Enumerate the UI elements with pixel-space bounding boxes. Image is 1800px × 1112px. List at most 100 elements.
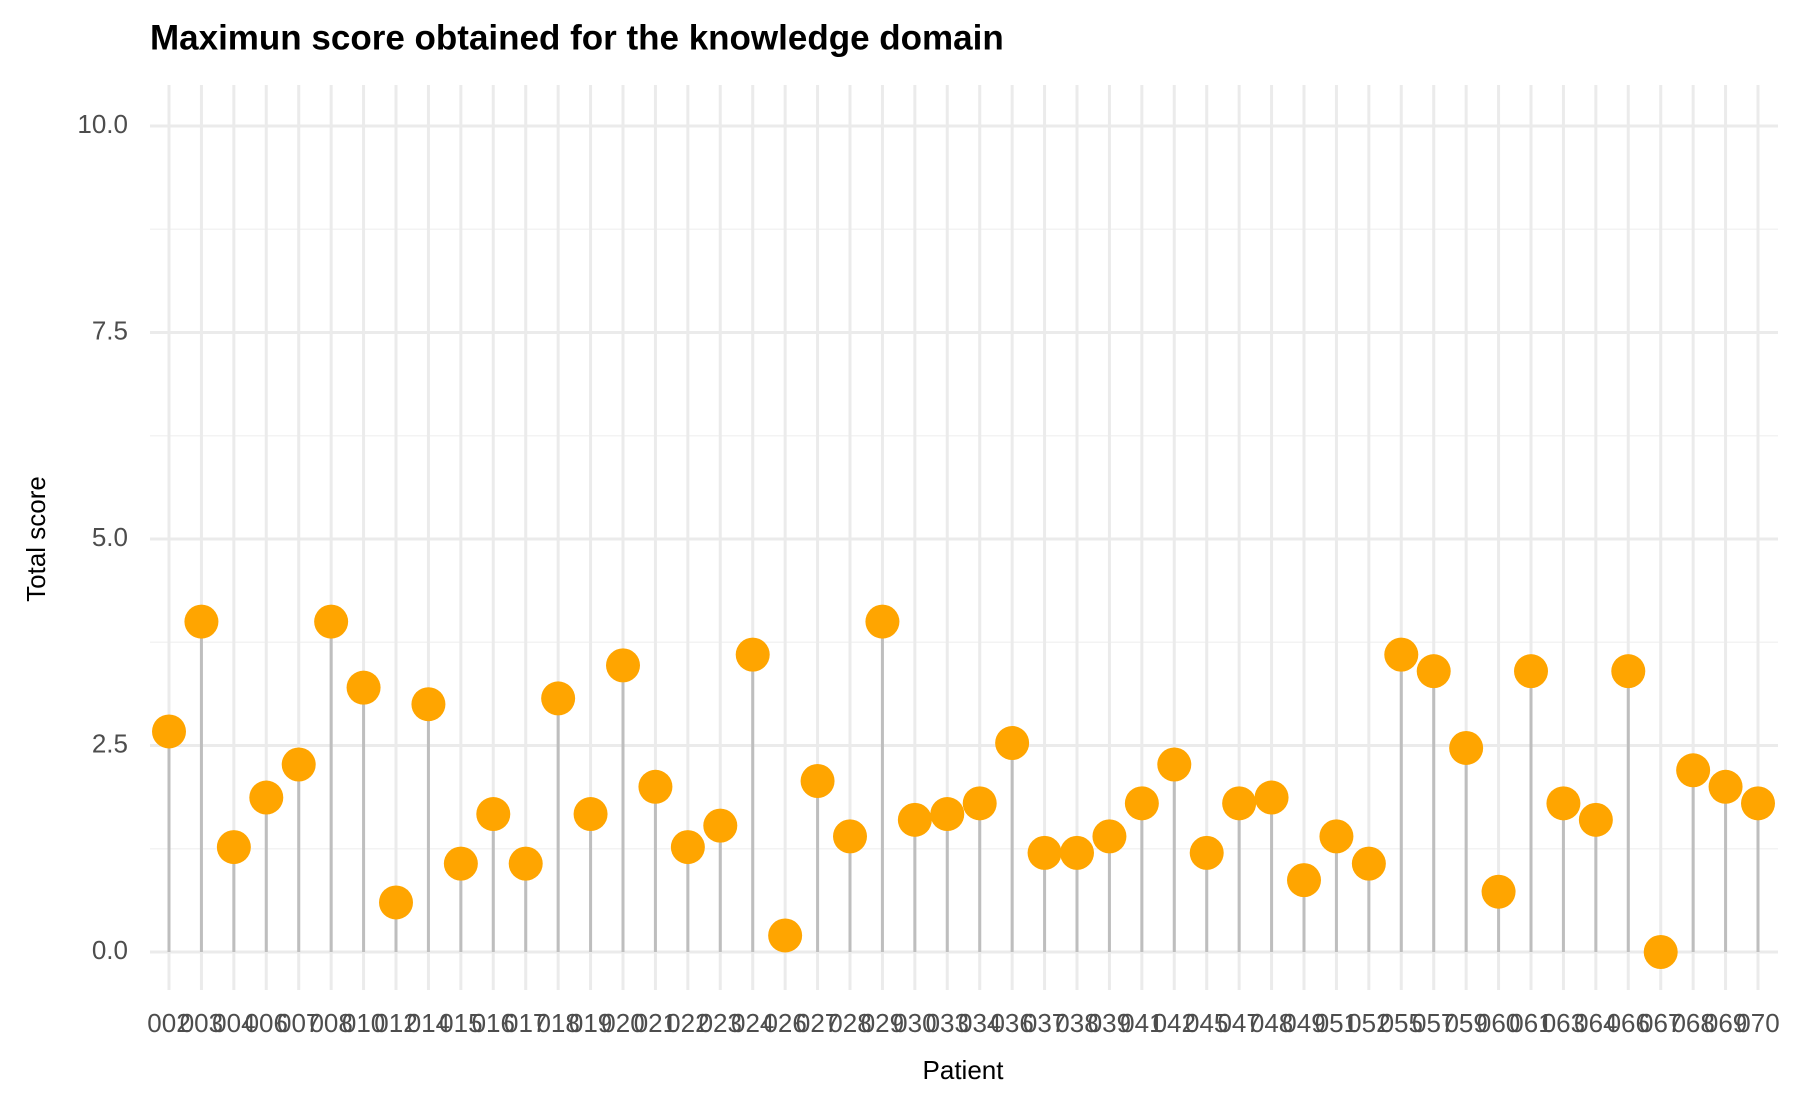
x-tick-label: 057 bbox=[1412, 1008, 1455, 1038]
point bbox=[216, 830, 251, 865]
point bbox=[1027, 835, 1062, 870]
x-tick-label: 067 bbox=[1639, 1008, 1682, 1038]
point bbox=[930, 797, 965, 832]
point bbox=[1157, 747, 1192, 782]
x-tick-label: 060 bbox=[1477, 1008, 1520, 1038]
chart-title: Maximun score obtained for the knowledge… bbox=[150, 18, 1004, 57]
x-tick-label: 045 bbox=[1185, 1008, 1228, 1038]
x-tick-label: 048 bbox=[1250, 1008, 1293, 1038]
x-tick-label: 018 bbox=[536, 1008, 579, 1038]
x-tick-label: 004 bbox=[212, 1008, 255, 1038]
x-tick-label: 066 bbox=[1607, 1008, 1650, 1038]
point bbox=[379, 885, 413, 920]
x-tick-label: 014 bbox=[407, 1008, 450, 1038]
y-axis-label: Total score bbox=[21, 476, 51, 602]
x-tick-label: 021 bbox=[634, 1008, 677, 1038]
point bbox=[476, 797, 511, 832]
point bbox=[249, 780, 284, 815]
point bbox=[1546, 786, 1581, 821]
x-tick-label: 017 bbox=[504, 1008, 547, 1038]
x-tick-label: 022 bbox=[666, 1008, 709, 1038]
y-tick-label: 5.0 bbox=[92, 522, 128, 552]
point bbox=[1676, 753, 1711, 788]
point bbox=[962, 786, 997, 821]
y-tick-label: 0.0 bbox=[92, 935, 128, 965]
x-tick-label: 041 bbox=[1120, 1008, 1163, 1038]
point bbox=[1741, 786, 1775, 821]
point bbox=[573, 797, 608, 832]
x-tick-label: 051 bbox=[1315, 1008, 1358, 1038]
point bbox=[443, 846, 478, 881]
x-tick-label: 028 bbox=[828, 1008, 871, 1038]
x-tick-label: 049 bbox=[1282, 1008, 1325, 1038]
x-tick-label: 042 bbox=[1153, 1008, 1196, 1038]
x-tick-label: 024 bbox=[731, 1008, 774, 1038]
point bbox=[1481, 874, 1516, 909]
point bbox=[1708, 769, 1743, 804]
point bbox=[508, 846, 543, 881]
y-tick-label: 2.5 bbox=[92, 728, 128, 758]
x-tick-label: 061 bbox=[1509, 1008, 1552, 1038]
point bbox=[1384, 637, 1419, 672]
point bbox=[865, 604, 900, 639]
point bbox=[897, 802, 932, 837]
point bbox=[314, 604, 349, 639]
x-tick-label: 037 bbox=[1023, 1008, 1066, 1038]
point bbox=[1643, 935, 1678, 969]
point bbox=[1611, 654, 1646, 689]
x-tick-label: 010 bbox=[342, 1008, 385, 1038]
point bbox=[1124, 786, 1159, 821]
x-tick-label: 030 bbox=[893, 1008, 936, 1038]
point bbox=[1578, 802, 1613, 837]
point bbox=[184, 604, 219, 639]
point bbox=[1449, 730, 1484, 765]
point bbox=[1222, 786, 1257, 821]
x-tick-label: 002 bbox=[147, 1008, 190, 1038]
point bbox=[735, 637, 770, 672]
x-tick-label: 015 bbox=[439, 1008, 482, 1038]
point bbox=[1254, 780, 1289, 815]
x-tick-label: 038 bbox=[1055, 1008, 1098, 1038]
point bbox=[703, 808, 738, 843]
point bbox=[670, 830, 705, 865]
x-tick-label: 019 bbox=[569, 1008, 612, 1038]
y-tick-label: 10.0 bbox=[77, 109, 128, 139]
point bbox=[1416, 654, 1451, 689]
x-tick-label: 020 bbox=[601, 1008, 644, 1038]
x-tick-label: 008 bbox=[309, 1008, 352, 1038]
x-tick-label: 034 bbox=[958, 1008, 1001, 1038]
point bbox=[1514, 654, 1548, 689]
x-tick-label: 027 bbox=[796, 1008, 839, 1038]
x-tick-label: 039 bbox=[1088, 1008, 1131, 1038]
point bbox=[1351, 846, 1386, 881]
x-tick-label: 055 bbox=[1380, 1008, 1423, 1038]
x-tick-label: 069 bbox=[1704, 1008, 1747, 1038]
y-tick-label: 7.5 bbox=[92, 315, 128, 345]
x-tick-label: 006 bbox=[245, 1008, 288, 1038]
x-tick-label: 026 bbox=[763, 1008, 806, 1038]
point bbox=[768, 918, 803, 953]
x-tick-label: 036 bbox=[990, 1008, 1033, 1038]
x-tick-label: 012 bbox=[374, 1008, 417, 1038]
point bbox=[995, 726, 1030, 761]
point bbox=[1092, 819, 1127, 854]
point bbox=[800, 764, 835, 799]
point bbox=[152, 714, 186, 749]
x-tick-label: 052 bbox=[1347, 1008, 1390, 1038]
x-tick-label: 059 bbox=[1444, 1008, 1487, 1038]
x-tick-label: 070 bbox=[1736, 1008, 1779, 1038]
x-tick-label: 007 bbox=[277, 1008, 320, 1038]
point bbox=[606, 648, 640, 683]
x-tick-label: 029 bbox=[861, 1008, 904, 1038]
point bbox=[1319, 819, 1354, 854]
x-tick-label: 068 bbox=[1671, 1008, 1714, 1038]
x-tick-label: 033 bbox=[926, 1008, 969, 1038]
point bbox=[281, 747, 316, 782]
point bbox=[1287, 863, 1321, 898]
x-tick-label: 063 bbox=[1542, 1008, 1585, 1038]
point bbox=[833, 819, 867, 854]
point bbox=[346, 670, 381, 705]
point bbox=[638, 769, 673, 804]
point bbox=[1189, 835, 1224, 870]
